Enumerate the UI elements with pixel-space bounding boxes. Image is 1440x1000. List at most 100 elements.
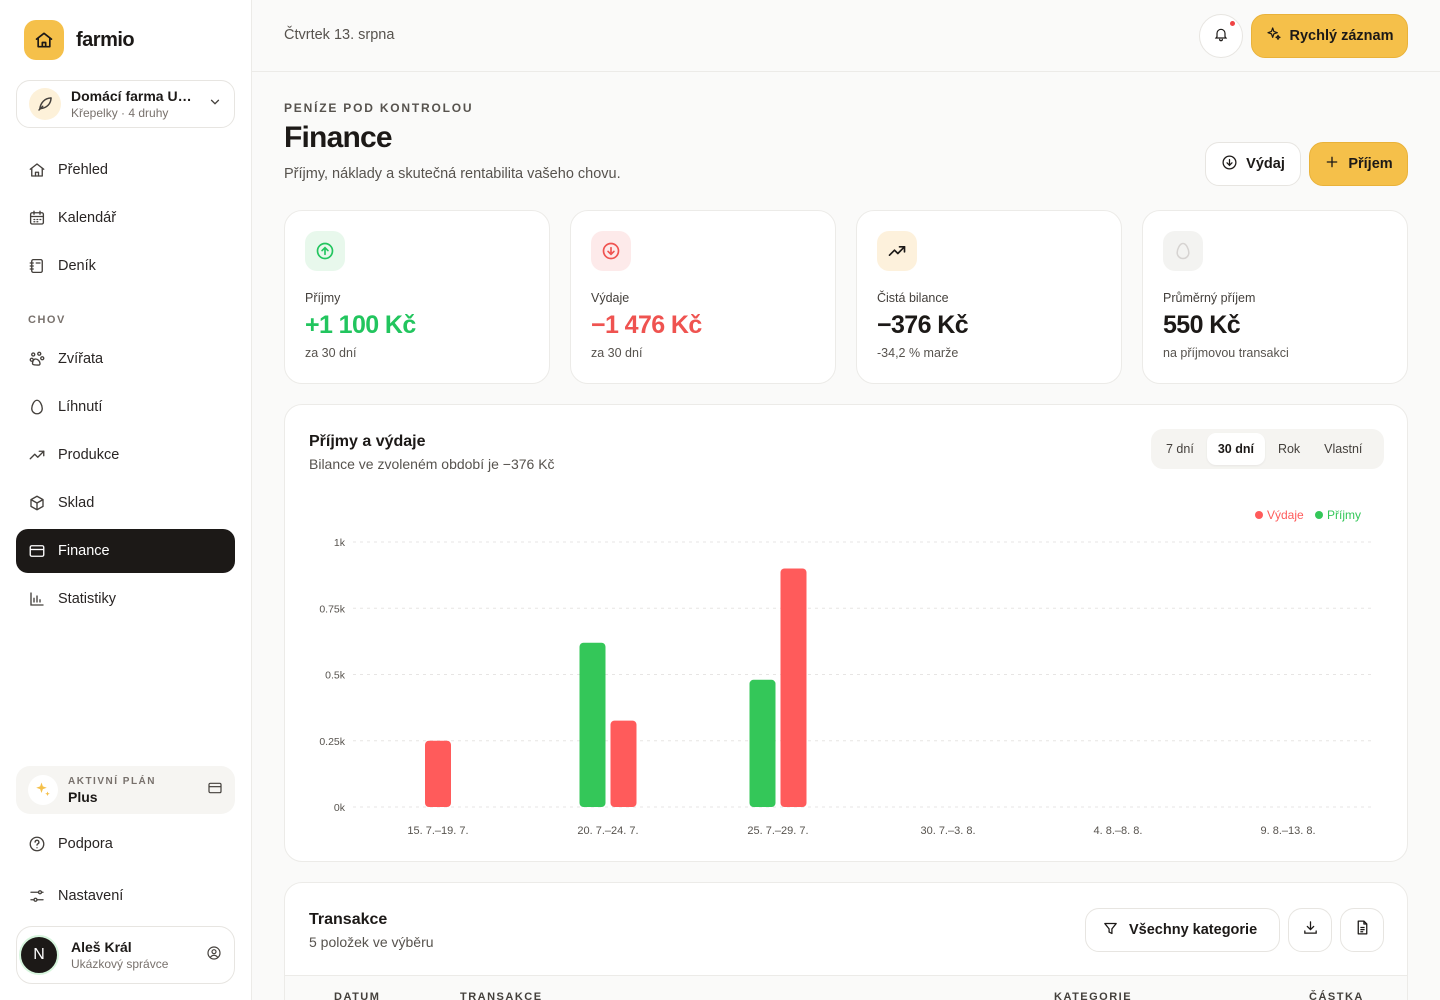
nav-item-prehled[interactable]: Přehled (16, 148, 235, 192)
home-icon (28, 161, 46, 179)
range-30-days[interactable]: 30 dní (1206, 433, 1265, 465)
x-tick-label: 4. 8.–8. 8. (1094, 825, 1143, 837)
chart-subtitle: Bilance ve zvoleném období je −376 Kč (309, 456, 555, 472)
column-header-amount[interactable]: ČÁSTKA (1309, 991, 1364, 1000)
add-expense-label: Výdaj (1246, 156, 1285, 172)
nav-item-label: Sklad (58, 495, 95, 511)
box-icon (28, 494, 46, 512)
help-icon (28, 835, 46, 853)
export-document-button[interactable] (1340, 908, 1384, 952)
stat-card-balance: Čistá bilance −376 Kč -34,2 % marže (856, 210, 1122, 384)
bar-income (749, 679, 776, 807)
column-header-date[interactable]: DATUM (334, 991, 381, 1000)
bar-expense (425, 740, 451, 807)
nav-item-label: Nastavení (58, 888, 124, 904)
bar-expense (610, 720, 637, 807)
trend-icon (28, 446, 46, 464)
quick-record-button[interactable]: Rychlý záznam (1251, 14, 1408, 58)
nav-item-label: Statistiky (58, 591, 117, 607)
legend-label: Výdaje (1267, 508, 1304, 522)
bar-chart-icon (28, 590, 46, 608)
current-date: Čtvrtek 13. srpna (284, 27, 395, 43)
avatar: N (19, 935, 59, 975)
stat-value: −1 476 Kč (591, 311, 702, 339)
legend-marker (1255, 511, 1263, 519)
category-filter-button[interactable]: Všechny kategorie (1085, 908, 1280, 952)
column-header-transaction[interactable]: TRANSAKCE (460, 991, 543, 1000)
x-tick-label: 15. 7.–19. 7. (407, 825, 468, 837)
arrow-up-circle-icon (305, 231, 345, 271)
nav-item-denik[interactable]: Deník (16, 244, 235, 288)
stat-card-income: Příjmy +1 100 Kč za 30 dní (284, 210, 550, 384)
user-card[interactable]: N Aleš Král Ukázkový správce (16, 926, 235, 984)
notification-dot (1230, 21, 1235, 26)
farm-name: Domácí farma U… (71, 88, 192, 104)
column-header-category[interactable]: KATEGORIE (1054, 991, 1133, 1000)
transactions-table-header: DATUM TRANSAKCE KATEGORIE ČÁSTKA (285, 975, 1407, 1000)
range-7-days[interactable]: 7 dní (1166, 442, 1194, 456)
filter-icon (1102, 920, 1119, 941)
sidebar: farmio Domácí farma U… Křepelky · 4 druh… (0, 0, 252, 1000)
y-tick-label: 0.5k (325, 670, 346, 682)
nav-item-kalendar[interactable]: Kalendář (16, 196, 235, 240)
paw-icon (28, 350, 46, 368)
nav-item-podpora[interactable]: Podpora (16, 822, 235, 866)
x-tick-label: 25. 7.–29. 7. (747, 825, 808, 837)
nav-item-statistiky[interactable]: Statistiky (16, 577, 235, 621)
brand-name: farmio (76, 28, 135, 51)
nav-item-zvirata[interactable]: Zvířata (16, 337, 235, 381)
legend-label: Příjmy (1327, 508, 1361, 522)
plus-icon (1324, 154, 1340, 174)
range-selector: 7 dní 30 dní Rok Vlastní (1151, 429, 1384, 469)
page-title: Finance (284, 121, 393, 154)
download-button[interactable] (1288, 908, 1332, 952)
nav-item-produkce[interactable]: Produkce (16, 433, 235, 477)
range-year[interactable]: Rok (1277, 442, 1301, 456)
x-tick-label: 9. 8.–13. 8. (1260, 825, 1315, 837)
home-icon (24, 20, 64, 60)
arrow-down-circle-icon (591, 231, 631, 271)
notifications-button[interactable] (1199, 14, 1243, 58)
nav-item-finance[interactable]: Finance (16, 529, 235, 573)
nav-section-chov: CHOV (28, 314, 66, 326)
topbar: Čtvrtek 13. srpna Rychlý záznam (252, 0, 1440, 72)
page-subtitle: Příjmy, náklady a skutečná rentabilita v… (284, 166, 621, 182)
download-icon (1302, 919, 1319, 941)
farm-switcher[interactable]: Domácí farma U… Křepelky · 4 druhy (16, 80, 235, 128)
stat-note: za 30 dní (591, 346, 643, 360)
user-name: Aleš Král (71, 939, 132, 955)
quick-record-label: Rychlý záznam (1289, 28, 1394, 44)
stat-label: Čistá bilance (877, 291, 949, 305)
range-custom[interactable]: Vlastní (1324, 442, 1363, 456)
nav-item-sklad[interactable]: Sklad (16, 481, 235, 525)
y-tick-label: 0.25k (319, 736, 345, 748)
nav-item-label: Deník (58, 258, 96, 274)
bar-expense (780, 568, 807, 807)
user-circle-icon[interactable] (206, 945, 222, 966)
nav-item-nastaveni[interactable]: Nastavení (16, 874, 235, 918)
stat-label: Příjmy (305, 291, 341, 305)
active-plan[interactable]: AKTIVNÍ PLÁN Plus (16, 766, 235, 814)
sparkles-icon (1266, 26, 1282, 46)
add-income-button[interactable]: Příjem (1309, 142, 1408, 186)
bell-icon (1213, 26, 1229, 47)
stat-label: Průměrný příjem (1163, 291, 1256, 305)
y-tick-label: 1k (334, 537, 346, 549)
egg-icon (28, 398, 46, 416)
trend-up-icon (877, 231, 917, 271)
stat-value: 550 Kč (1163, 311, 1241, 339)
nav-item-label: Kalendář (58, 210, 117, 226)
add-expense-button[interactable]: Výdaj (1205, 142, 1301, 186)
transactions-subtitle: 5 položek ve výběru (309, 934, 434, 950)
sparkles-icon (28, 775, 58, 805)
nav-item-label: Přehled (58, 162, 108, 178)
add-income-label: Příjem (1348, 156, 1393, 172)
nav-item-lihnuti[interactable]: Líhnutí (16, 385, 235, 429)
legend-marker (1315, 511, 1323, 519)
stat-note: na příjmovou transakci (1163, 346, 1289, 360)
brand[interactable]: farmio (24, 20, 135, 60)
feather-icon (29, 88, 61, 120)
plan-name: Plus (68, 788, 98, 805)
settings-icon (28, 887, 46, 905)
chevron-down-icon (208, 95, 222, 114)
